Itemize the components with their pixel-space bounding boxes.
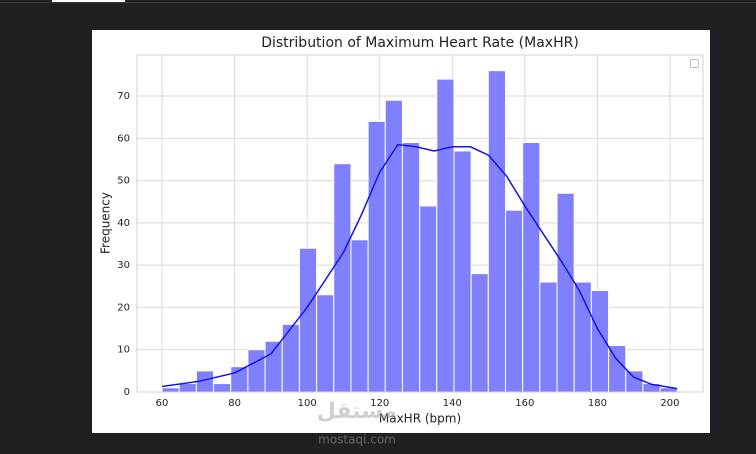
x-tick-label: 100 — [298, 398, 317, 409]
bar — [333, 163, 352, 393]
bar — [419, 205, 438, 393]
x-tick-label: 120 — [370, 398, 389, 409]
bar — [367, 120, 386, 393]
y-tick-label: 10 — [117, 345, 130, 356]
x-tick-label: 80 — [228, 398, 241, 409]
bar — [350, 239, 369, 393]
bar — [625, 370, 644, 393]
bar — [522, 142, 541, 393]
bar — [505, 209, 524, 393]
bar — [161, 387, 180, 393]
y-tick-label: 30 — [117, 260, 130, 271]
plot-frame — [136, 54, 704, 393]
bar — [178, 383, 197, 393]
y-tick-label: 40 — [117, 218, 130, 229]
bar — [264, 340, 283, 393]
bar — [487, 70, 507, 393]
bar — [608, 344, 627, 393]
bar — [436, 78, 455, 393]
x-tick-label: 200 — [660, 398, 679, 409]
bar — [556, 192, 575, 393]
y-tick-label: 70 — [117, 91, 130, 102]
bar — [247, 349, 266, 393]
tab-indicator — [52, 0, 125, 2]
legend-box — [690, 59, 699, 68]
top-border — [0, 2, 756, 3]
bar — [213, 383, 232, 393]
x-tick-label: 160 — [515, 398, 534, 409]
bar — [316, 294, 335, 393]
y-tick-label: 0 — [124, 387, 130, 398]
y-axis-label: Frequency — [99, 192, 113, 254]
watermark-logo: مستقل — [317, 399, 397, 424]
x-axis-label: MaxHR (bpm) — [379, 412, 461, 426]
bar — [539, 281, 558, 393]
x-tick-label: 60 — [156, 398, 169, 409]
bar — [453, 150, 472, 393]
bar — [281, 323, 300, 393]
bar — [401, 142, 421, 393]
watermark-text: mostaqi.com — [318, 433, 396, 447]
bar — [298, 247, 318, 393]
y-tick-label: 60 — [117, 133, 130, 144]
x-tick-label: 180 — [588, 398, 607, 409]
plot: 0 10 20 30 40 50 60 70 60 80 100 120 140 160 180 200 — [117, 55, 703, 409]
kde-line — [161, 143, 678, 390]
y-tick-label: 20 — [117, 302, 130, 313]
x-tick-label: 140 — [443, 398, 462, 409]
bar — [384, 99, 403, 393]
y-tick-label: 50 — [117, 176, 130, 187]
bar — [470, 273, 489, 393]
chart-title: Distribution of Maximum Heart Rate (MaxH… — [261, 35, 579, 51]
